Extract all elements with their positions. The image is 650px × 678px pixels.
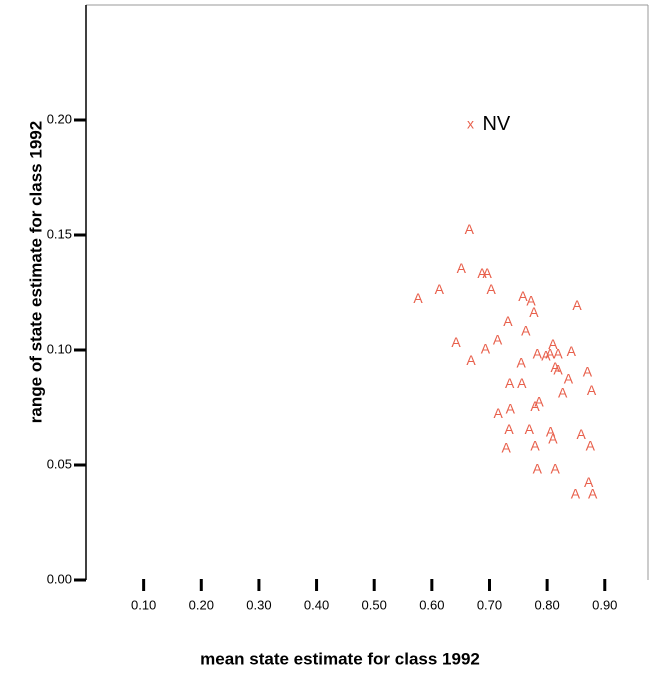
x-tick-label: 0.60 [419,597,444,612]
point-marker: A [553,345,563,361]
point-marker: A [525,421,535,437]
point-marker: A [584,474,594,490]
point-marker: A [534,394,544,410]
point-marker: A [530,398,540,414]
point-marker: A [533,345,543,361]
point-marker: A [505,375,515,391]
point-marker: x [467,115,474,131]
y-axis-label: range of state estimate for class 1992 [26,121,45,423]
point-marker: A [465,221,475,237]
point-marker: A [506,401,516,417]
x-tick-label: 0.30 [246,597,271,612]
point-marker: A [529,304,539,320]
y-tick-label: 0.20 [47,111,72,126]
point-marker: A [521,322,531,338]
x-tick-label: 0.20 [189,597,214,612]
point-marker: A [567,343,577,359]
y-tick-label: 0.10 [47,341,72,356]
y-tick-label: 0.15 [47,226,72,241]
point-marker: A [413,290,423,306]
point-marker: A [493,332,503,348]
point-marker: A [548,336,558,352]
point-marker: A [477,265,487,281]
x-tick-label: 0.70 [477,597,502,612]
point-marker: A [551,460,561,476]
x-tick-label: 0.10 [131,597,156,612]
point-marker: A [541,348,551,364]
x-tick-label: 0.40 [304,597,329,612]
point-marker: A [502,440,512,456]
point-marker: A [551,359,561,375]
point-marker: A [583,364,593,380]
point-marker: A [504,421,514,437]
point-marker: A [587,382,597,398]
point-marker: A [530,437,540,453]
point-marker: A [517,375,527,391]
point-marker: A [533,460,543,476]
point-marker: A [483,265,493,281]
point-marker: A [548,430,558,446]
point-marker: A [518,288,528,304]
point-marker: A [571,486,581,502]
point-marker: A [546,424,556,440]
x-tick-label: 0.50 [362,597,387,612]
point-marker: A [558,384,568,400]
x-axis-label: mean state estimate for class 1992 [200,649,480,668]
point-marker: A [435,281,445,297]
point-marker: A [493,405,503,421]
x-tick-label: 0.80 [534,597,559,612]
point-marker: A [572,297,582,313]
y-tick-label: 0.00 [47,571,72,586]
point-marker: A [545,345,555,361]
point-marker: A [487,281,497,297]
point-marker: A [466,352,476,368]
point-marker: A [451,334,461,350]
point-marker: A [564,371,574,387]
point-marker: A [526,292,536,308]
point-marker: A [481,341,491,357]
point-marker: A [586,437,596,453]
x-tick-label: 0.90 [592,597,617,612]
point-marker: A [553,361,563,377]
point-marker: A [576,426,586,442]
point-marker: A [588,486,598,502]
point-marker: A [503,313,513,329]
y-tick-label: 0.05 [47,456,72,471]
point-label: NV [482,113,510,135]
point-marker: A [517,355,527,371]
point-marker: A [457,260,467,276]
